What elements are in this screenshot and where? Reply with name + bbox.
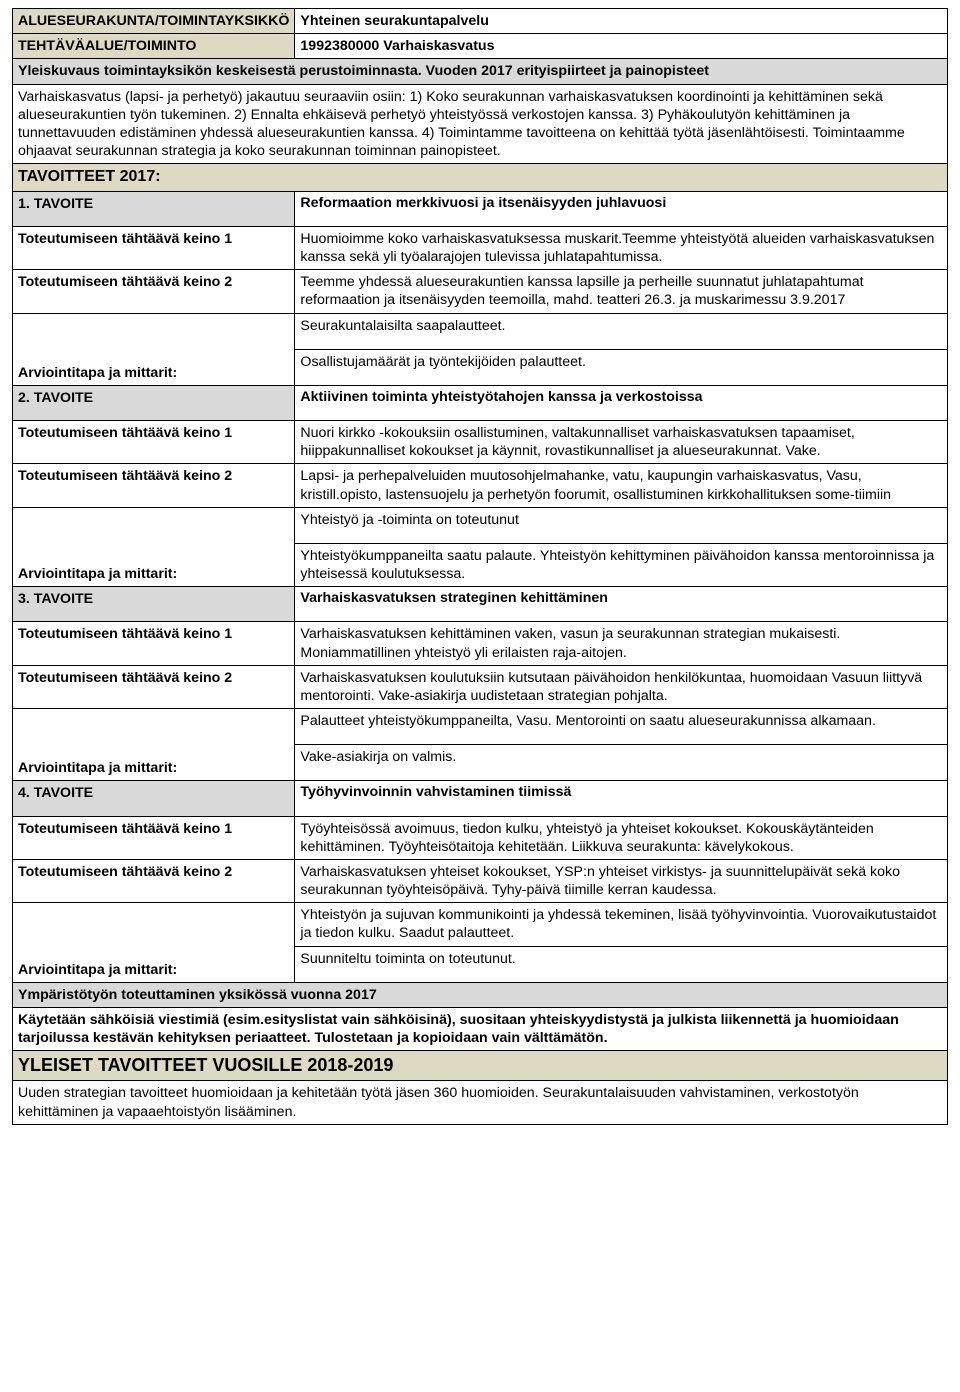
goal3-keino1-label: Toteutumiseen tähtäävä keino 1: [13, 622, 295, 665]
goal3-num: 3. TAVOITE: [13, 587, 295, 622]
future-text-row: Uuden strategian tavoitteet huomioidaan …: [13, 1081, 948, 1124]
goal4-title: Työhyvinvoinnin vahvistaminen tiimissä: [295, 781, 948, 816]
goal4-keino2-text: Varhaiskasvatuksen yhteiset kokoukset, Y…: [295, 859, 948, 902]
function-value: 1992380000 Varhaiskasvatus: [295, 34, 948, 59]
env-text: Käytetään sähköisiä viestimiä (esim.esit…: [13, 1008, 948, 1051]
goal4-title-row: 4. TAVOITE Työhyvinvoinnin vahvistaminen…: [13, 781, 948, 816]
goal3-keino2-label: Toteutumiseen tähtäävä keino 2: [13, 665, 295, 708]
goal1-keino1-text: Huomioimme koko varhaiskasvatuksessa mus…: [295, 226, 948, 269]
goal4-mittari-a: Yhteistyön ja sujuvan kommunikointi ja y…: [295, 903, 948, 946]
header-row-unit: ALUESEURAKUNTA/TOIMINTAYKSIKKÖ Yhteinen …: [13, 9, 948, 34]
goal1-title-row: 1. TAVOITE Reformaation merkkivuosi ja i…: [13, 191, 948, 226]
future-text: Uuden strategian tavoitteet huomioidaan …: [13, 1081, 948, 1124]
goal4-num: 4. TAVOITE: [13, 781, 295, 816]
goal1-num: 1. TAVOITE: [13, 191, 295, 226]
goal3-mittari-b: Vake-asiakirja on valmis.: [295, 745, 948, 781]
goal4-keino1-text: Työyhteisössä avoimuus, tiedon kulku, yh…: [295, 816, 948, 859]
overview-title-row: Yleiskuvaus toimintayksikön keskeisestä …: [13, 59, 948, 84]
goal4-keino1-label: Toteutumiseen tähtäävä keino 1: [13, 816, 295, 859]
goal3-title: Varhaiskasvatuksen strateginen kehittämi…: [295, 587, 948, 622]
goal2-keino1-row: Toteutumiseen tähtäävä keino 1 Nuori kir…: [13, 421, 948, 464]
overview-text-row: Varhaiskasvatus (lapsi- ja perhetyö) jak…: [13, 84, 948, 164]
future-title: YLEISET TAVOITTEET VUOSILLE 2018-2019: [13, 1051, 948, 1081]
goal2-keino2-row: Toteutumiseen tähtäävä keino 2 Lapsi- ja…: [13, 464, 948, 507]
goal4-keino2-label: Toteutumiseen tähtäävä keino 2: [13, 859, 295, 902]
goal4-mittari-b: Suunniteltu toiminta on toteutunut.: [295, 946, 948, 982]
goal3-mittari-a-row: Arviointitapa ja mittarit: Palautteet yh…: [13, 709, 948, 745]
goal2-mittari-b: Yhteistyökumppaneilta saatu palaute. Yht…: [295, 543, 948, 586]
goal1-mittari-a: Seurakuntalaisilta saapalautteet.: [295, 313, 948, 349]
goals-heading-row: TAVOITTEET 2017:: [13, 164, 948, 191]
goal2-keino2-text: Lapsi- ja perhepalveluiden muutosohjelma…: [295, 464, 948, 507]
env-title-row: Ympäristötyön toteuttaminen yksikössä vu…: [13, 982, 948, 1007]
goal1-mittari-label: Arviointitapa ja mittarit:: [13, 313, 295, 385]
goal1-keino1-label: Toteutumiseen tähtäävä keino 1: [13, 226, 295, 269]
goal4-mittari-a-row: Arviointitapa ja mittarit: Yhteistyön ja…: [13, 903, 948, 946]
goal2-keino1-text: Nuori kirkko -kokouksiin osallistuminen,…: [295, 421, 948, 464]
goal2-title-row: 2. TAVOITE Aktiivinen toiminta yhteistyö…: [13, 385, 948, 420]
function-label: TEHTÄVÄALUE/TOIMINTO: [13, 34, 295, 59]
unit-label: ALUESEURAKUNTA/TOIMINTAYKSIKKÖ: [13, 9, 295, 34]
goal4-keino1-row: Toteutumiseen tähtäävä keino 1 Työyhteis…: [13, 816, 948, 859]
goal4-mittari-label: Arviointitapa ja mittarit:: [13, 903, 295, 983]
overview-title: Yleiskuvaus toimintayksikön keskeisestä …: [13, 59, 948, 84]
goal2-keino1-label: Toteutumiseen tähtäävä keino 1: [13, 421, 295, 464]
header-row-function: TEHTÄVÄALUE/TOIMINTO 1992380000 Varhaisk…: [13, 34, 948, 59]
future-title-row: YLEISET TAVOITTEET VUOSILLE 2018-2019: [13, 1051, 948, 1081]
goal2-keino2-label: Toteutumiseen tähtäävä keino 2: [13, 464, 295, 507]
goal2-mittari-a-row: Arviointitapa ja mittarit: Yhteistyö ja …: [13, 507, 948, 543]
goal2-mittari-label: Arviointitapa ja mittarit:: [13, 507, 295, 587]
goal1-keino1-row: Toteutumiseen tähtäävä keino 1 Huomioimm…: [13, 226, 948, 269]
goal1-mittari-b: Osallistujamäärät ja työntekijöiden pala…: [295, 349, 948, 385]
document-table: ALUESEURAKUNTA/TOIMINTAYKSIKKÖ Yhteinen …: [12, 8, 948, 1125]
goal2-title: Aktiivinen toiminta yhteistyötahojen kan…: [295, 385, 948, 420]
goal1-keino2-label: Toteutumiseen tähtäävä keino 2: [13, 270, 295, 313]
goal3-title-row: 3. TAVOITE Varhaiskasvatuksen strategine…: [13, 587, 948, 622]
goal2-mittari-a: Yhteistyö ja -toiminta on toteutunut: [295, 507, 948, 543]
goal3-mittari-a: Palautteet yhteistyökumppaneilta, Vasu. …: [295, 709, 948, 745]
goal1-keino2-text: Teemme yhdessä alueseurakuntien kanssa l…: [295, 270, 948, 313]
env-text-row: Käytetään sähköisiä viestimiä (esim.esit…: [13, 1008, 948, 1051]
goal3-keino1-row: Toteutumiseen tähtäävä keino 1 Varhaiska…: [13, 622, 948, 665]
goal3-keino1-text: Varhaiskasvatuksen kehittäminen vaken, v…: [295, 622, 948, 665]
goal4-keino2-row: Toteutumiseen tähtäävä keino 2 Varhaiska…: [13, 859, 948, 902]
goal3-keino2-row: Toteutumiseen tähtäävä keino 2 Varhaiska…: [13, 665, 948, 708]
goal3-mittari-label: Arviointitapa ja mittarit:: [13, 709, 295, 781]
unit-value: Yhteinen seurakuntapalvelu: [295, 9, 948, 34]
goal1-mittari-a-row: Arviointitapa ja mittarit: Seurakuntalai…: [13, 313, 948, 349]
overview-text: Varhaiskasvatus (lapsi- ja perhetyö) jak…: [13, 84, 948, 164]
goals-heading: TAVOITTEET 2017:: [13, 164, 948, 191]
goal1-title: Reformaation merkkivuosi ja itsenäisyyde…: [295, 191, 948, 226]
goal2-num: 2. TAVOITE: [13, 385, 295, 420]
env-title: Ympäristötyön toteuttaminen yksikössä vu…: [13, 982, 948, 1007]
goal3-keino2-text: Varhaiskasvatuksen koulutuksiin kutsutaa…: [295, 665, 948, 708]
goal1-keino2-row: Toteutumiseen tähtäävä keino 2 Teemme yh…: [13, 270, 948, 313]
